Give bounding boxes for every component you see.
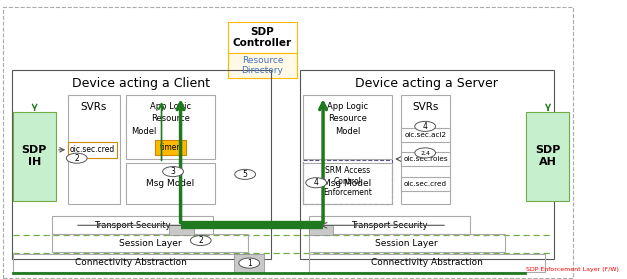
Circle shape <box>239 258 260 268</box>
FancyBboxPatch shape <box>234 254 264 272</box>
Circle shape <box>415 121 436 131</box>
Text: App Logic: App Logic <box>327 102 368 111</box>
Text: 2: 2 <box>75 154 79 163</box>
Circle shape <box>66 153 87 163</box>
Text: oic.sec.acl2: oic.sec.acl2 <box>404 132 446 138</box>
Text: 4: 4 <box>423 122 428 131</box>
Text: Device acting a Client: Device acting a Client <box>72 77 210 90</box>
Text: SDP
Controller: SDP Controller <box>233 27 292 49</box>
Text: oic.sec.roles: oic.sec.roles <box>403 156 448 162</box>
Text: 2,4: 2,4 <box>420 150 430 155</box>
FancyBboxPatch shape <box>401 128 450 142</box>
Text: SDP Enforcement Layer (F/W): SDP Enforcement Layer (F/W) <box>526 267 619 272</box>
Text: Connectivity Abstraction: Connectivity Abstraction <box>75 258 187 268</box>
FancyBboxPatch shape <box>228 22 297 53</box>
Text: Session Layer: Session Layer <box>376 239 438 248</box>
FancyBboxPatch shape <box>13 112 56 201</box>
Text: Msg Model: Msg Model <box>324 179 372 188</box>
Text: SVRs: SVRs <box>413 102 439 112</box>
Text: Enforcement: Enforcement <box>323 188 372 197</box>
Text: App Logic: App Logic <box>150 102 191 111</box>
Text: Model: Model <box>335 127 361 136</box>
Text: Resource
Directory: Resource Directory <box>241 56 283 75</box>
Text: Transport Security: Transport Security <box>351 221 428 230</box>
Text: 2: 2 <box>198 236 203 245</box>
Text: SVRs: SVRs <box>81 102 107 112</box>
Text: Resource: Resource <box>151 114 190 123</box>
Text: Session Layer: Session Layer <box>119 239 181 248</box>
Text: Control: Control <box>334 177 362 186</box>
Circle shape <box>306 178 327 188</box>
Text: 4: 4 <box>314 178 319 187</box>
Text: Connectivity Abstraction: Connectivity Abstraction <box>371 258 483 268</box>
Circle shape <box>191 235 211 246</box>
FancyBboxPatch shape <box>401 177 450 191</box>
FancyBboxPatch shape <box>401 152 450 166</box>
Text: SDP
IH: SDP IH <box>22 145 47 167</box>
Text: Transport Security: Transport Security <box>95 221 171 230</box>
Text: Device acting a Server: Device acting a Server <box>356 77 498 90</box>
FancyBboxPatch shape <box>308 225 334 235</box>
Text: oic.sec.cred: oic.sec.cred <box>404 181 447 187</box>
Circle shape <box>162 167 184 177</box>
Text: 5: 5 <box>243 170 248 179</box>
FancyBboxPatch shape <box>526 112 569 201</box>
FancyBboxPatch shape <box>68 142 117 158</box>
Text: timer: timer <box>160 143 181 152</box>
Text: SRM Access: SRM Access <box>325 166 370 175</box>
Text: 3: 3 <box>171 167 176 176</box>
FancyBboxPatch shape <box>169 225 194 235</box>
Circle shape <box>234 169 256 179</box>
FancyBboxPatch shape <box>228 53 297 78</box>
Text: Resource: Resource <box>328 114 367 123</box>
Text: Msg Model: Msg Model <box>146 179 194 188</box>
Circle shape <box>415 148 436 158</box>
FancyBboxPatch shape <box>155 140 186 155</box>
Text: oic.sec.cred: oic.sec.cred <box>70 145 115 155</box>
Text: 1: 1 <box>247 259 251 268</box>
Text: SDP
AH: SDP AH <box>535 145 561 167</box>
Text: Model: Model <box>132 127 157 136</box>
